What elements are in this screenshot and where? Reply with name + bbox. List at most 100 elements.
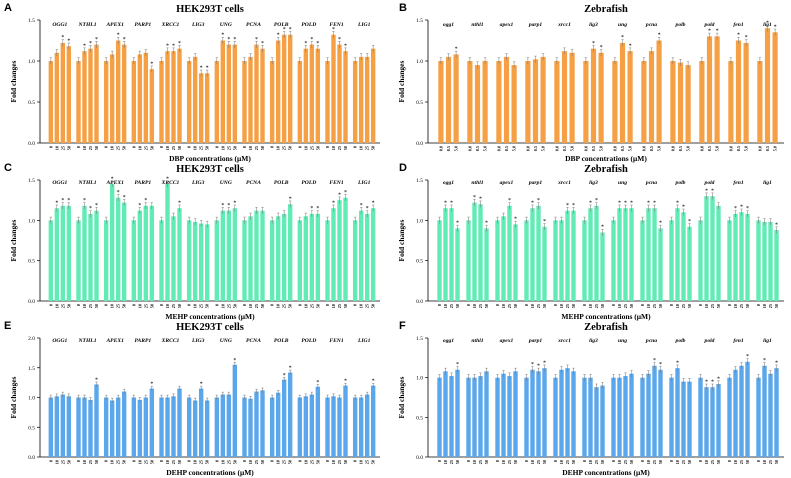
x-tick-label: 10 [359, 146, 364, 150]
x-tick-label: 50 [343, 460, 348, 464]
panel-title: Zebrafish [584, 4, 628, 15]
significance-star: * [366, 206, 369, 212]
gene-label: apex1 [500, 338, 514, 344]
x-axis-label: DEHP concentrations (μM) [166, 468, 254, 477]
x-tick-label: 50 [94, 146, 99, 150]
gene-label: pcna [645, 180, 657, 186]
significance-star: * [629, 43, 632, 49]
x-tick-label: 5.0 [686, 146, 691, 151]
bar [192, 56, 198, 143]
x-axis-label: MEHP concentrations (μM) [165, 312, 255, 321]
y-tick-label: 0.5 [416, 100, 423, 106]
gene-label: lig3 [589, 22, 598, 28]
bar [710, 387, 715, 457]
bar [739, 365, 744, 457]
bar [325, 61, 330, 143]
gene-label: NTHL1 [77, 22, 96, 28]
gene-label: ogg1 [443, 338, 454, 344]
x-tick-label: 10 [303, 304, 308, 308]
bar [540, 56, 546, 143]
x-tick-label: 10 [501, 460, 506, 464]
significance-star: * [566, 203, 569, 209]
significance-star: * [775, 360, 778, 366]
gene-label: xrcc1 [557, 180, 571, 186]
x-tick-label: 0 [242, 146, 247, 148]
bar [648, 51, 655, 143]
bar [542, 226, 547, 301]
bar [352, 220, 358, 301]
x-tick-label: 0 [727, 304, 732, 306]
bar [248, 56, 253, 143]
x-tick-label: 25 [337, 304, 342, 308]
significance-star: * [537, 364, 540, 370]
gene-label: UNG [220, 22, 232, 28]
x-tick-label: 0.5 [591, 146, 596, 151]
x-tick-label: 25 [226, 460, 231, 464]
significance-star: * [618, 201, 621, 207]
bar [281, 379, 287, 457]
bar [530, 369, 535, 457]
x-tick-label: 50 [66, 460, 71, 464]
bar [745, 361, 750, 457]
x-tick-label: 0.5 [562, 146, 567, 151]
significance-star: * [473, 195, 476, 201]
x-tick-label: 0 [611, 460, 616, 462]
bar [677, 62, 684, 143]
gene-label: ogg1 [443, 22, 454, 28]
bar [103, 61, 109, 143]
y-tick-label: 1.0 [416, 59, 423, 65]
bar [640, 220, 645, 301]
x-tick-label: 10 [137, 146, 142, 150]
gene-label: OGG1 [52, 180, 67, 186]
x-tick-label: 0.0 [699, 146, 704, 151]
x-tick-label: 0 [159, 460, 164, 462]
x-tick-label: 50 [774, 460, 779, 464]
bar [716, 205, 721, 301]
bar [88, 48, 93, 144]
significance-star: * [83, 43, 86, 49]
bar [612, 61, 618, 143]
bar [220, 394, 226, 457]
y-tick-label: 1.5 [416, 336, 423, 342]
significance-star: * [95, 37, 98, 43]
bar [159, 220, 164, 301]
gene-label: pold [704, 22, 715, 28]
x-tick-label: 50 [149, 460, 154, 464]
significance-star: * [456, 221, 459, 227]
x-tick-label: 0 [270, 146, 275, 148]
x-tick-label: 50 [177, 304, 182, 308]
bar [287, 34, 293, 144]
bar [640, 377, 645, 457]
bar [343, 51, 348, 143]
gene-label: FEN1 [329, 22, 344, 28]
bar [495, 220, 500, 301]
gene-label: POLD [301, 338, 316, 344]
y-axis-label: Fold changes [9, 376, 18, 418]
x-tick-label: 0 [756, 460, 761, 462]
x-tick-label: 0 [214, 146, 219, 148]
bar [287, 372, 293, 457]
bar [66, 46, 72, 143]
x-tick-label: 0 [104, 146, 109, 148]
x-tick-label: 50 [66, 304, 71, 308]
bar [617, 377, 622, 457]
bar [698, 377, 703, 457]
x-tick-label: 0 [297, 304, 302, 306]
significance-star: * [485, 221, 488, 227]
x-axis-label: MEHP concentrations (μM) [561, 312, 651, 321]
bar [254, 391, 259, 457]
bar [774, 230, 779, 301]
x-tick-label: 25 [254, 146, 259, 150]
significance-star: * [705, 380, 708, 386]
significance-star: * [55, 201, 58, 207]
gene-label: lig1 [763, 338, 772, 344]
x-tick-label: 10 [220, 304, 225, 308]
x-tick-label: 10 [220, 460, 225, 464]
bar [669, 220, 674, 301]
bar [501, 373, 506, 457]
x-tick-label: 0 [582, 460, 587, 462]
bar [297, 397, 303, 457]
y-tick-label: 1.0 [28, 59, 35, 65]
x-tick-label: 50 [315, 304, 320, 308]
x-tick-label: 0 [524, 304, 529, 306]
